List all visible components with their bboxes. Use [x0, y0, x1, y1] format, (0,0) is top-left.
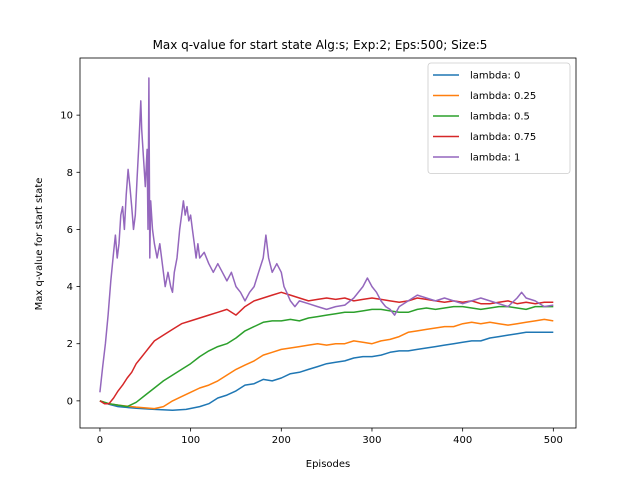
x-tick-label-2: 200	[272, 435, 291, 446]
x-tick-label-4: 400	[453, 435, 472, 446]
y-tick-label-2: 4	[67, 282, 73, 293]
x-tick-label-3: 300	[362, 435, 381, 446]
plot-area	[99, 77, 554, 412]
x-tick-label-5: 500	[544, 435, 563, 446]
y-tick-label-3: 6	[67, 225, 73, 236]
x-tick-label-0: 0	[97, 435, 103, 446]
y-tick-label-1: 2	[67, 339, 73, 350]
legend: lambda: 0 lambda: 0.25 lambda: 0.5 lambda: …	[427, 62, 571, 174]
x-axis-label: Episodes	[306, 459, 350, 470]
chart-title: Max q-value for start state Alg:s; Exp:2…	[153, 38, 488, 52]
series-line-0	[99, 331, 554, 412]
legend-label-0: lambda: 0	[470, 71, 520, 82]
legend-frame	[427, 62, 571, 174]
axes-frame	[79, 57, 577, 429]
y-tick-label-0: 0	[67, 396, 73, 407]
y-tick-label-5: 10	[60, 111, 73, 122]
y-tick-label-4: 8	[67, 168, 73, 179]
axes: 0 100 200 300 400 500 0 2 4 6 8 10	[60, 57, 577, 446]
series-line-1	[99, 318, 554, 410]
legend-label-2: lambda: 0.5	[470, 112, 530, 123]
y-axis-label: Max q-value for start state	[34, 178, 45, 311]
legend-label-1: lambda: 0.25	[470, 91, 536, 102]
series-line-2	[99, 305, 554, 408]
x-tick-label-1: 100	[181, 435, 200, 446]
series-lines	[99, 77, 554, 412]
series-line-4	[99, 77, 554, 393]
legend-label-3: lambda: 0.75	[470, 132, 536, 143]
legend-label-4: lambda: 1	[470, 153, 520, 164]
